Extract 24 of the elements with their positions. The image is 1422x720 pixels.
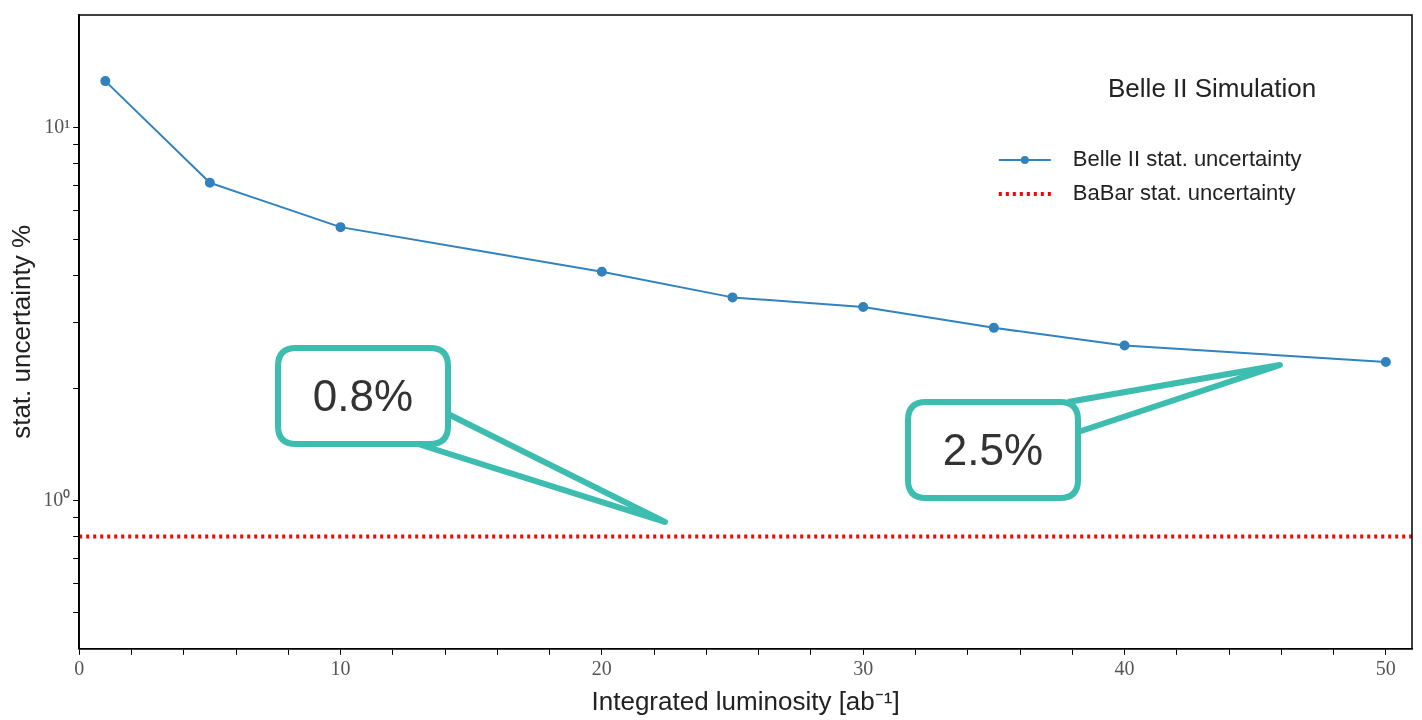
point [988,322,999,333]
x-tick-label: 50 [1375,657,1396,680]
x-tick-label: 10 [330,657,351,680]
point [1119,340,1130,351]
y-tick-label: 10⁰ [43,487,71,510]
legend-label: BaBar stat. uncertainty [1072,180,1296,206]
point [727,292,738,303]
point [335,222,346,233]
annotation: 2.5% [942,425,1044,474]
point [1380,356,1391,367]
x-tick-label: 0 [74,657,85,680]
y-tick-label: 10¹ [44,114,71,137]
annotation: Belle II Simulation [1108,73,1317,104]
point [858,301,869,312]
x-tick-label: 30 [853,657,874,680]
point [204,177,215,188]
x-tick-label: 20 [591,657,612,680]
x-tick-label: 40 [1114,657,1135,680]
y-axis-title: stat. uncertainty % [5,224,36,439]
point [100,76,111,87]
x-axis-title: Integrated luminosity [ab⁻¹] [591,685,900,716]
legend-label: Belle II stat. uncertainty [1072,146,1302,172]
point [596,266,607,277]
annotation: 0.8% [312,371,414,420]
